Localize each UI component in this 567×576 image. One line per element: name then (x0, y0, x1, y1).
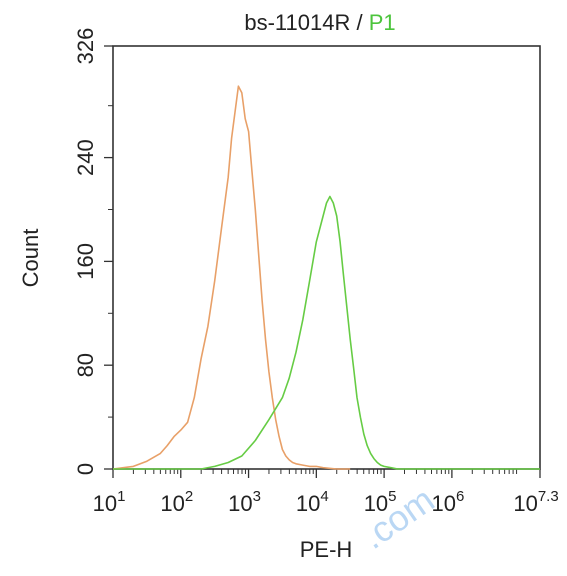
x-tick-label-base: 10 (93, 491, 117, 516)
y-tick-label: 240 (73, 139, 98, 176)
x-tick-label-base: 10 (364, 491, 388, 516)
y-tick-label: 326 (73, 28, 98, 65)
x-tick-label-base: 10 (160, 491, 184, 516)
y-tick-label: 0 (73, 463, 98, 475)
x-tick-label: 102 (160, 488, 193, 516)
x-tick-label-exponent: 6 (456, 488, 464, 505)
x-tick-label: 105 (364, 488, 397, 516)
x-tick-label-base: 10 (513, 491, 537, 516)
x-tick-label-base: 10 (431, 491, 455, 516)
x-tick-label: 106 (431, 488, 464, 516)
x-tick-label: 107.3 (513, 488, 558, 516)
x-axis-label: PE-H (300, 537, 353, 562)
series-line-2 (113, 195, 540, 470)
x-tick-label-exponent: 4 (320, 488, 328, 505)
x-tick-label-exponent: 3 (253, 488, 261, 505)
chart-title: bs-11014R / P1 (244, 10, 395, 35)
y-tick-label: 160 (73, 243, 98, 280)
x-tick-label-exponent: 7.3 (538, 488, 559, 505)
x-tick-label: 104 (296, 488, 329, 516)
y-tick-label: 80 (73, 353, 98, 377)
x-tick-label-exponent: 2 (185, 488, 193, 505)
x-tick-label-exponent: 1 (117, 488, 125, 505)
plot-frame (112, 45, 541, 470)
y-axis: 0 80 160 240 326 (73, 28, 113, 475)
x-tick-label: 101 (93, 488, 126, 516)
x-axis: 101 102 103 104 105 106 107.3 (93, 469, 559, 516)
y-axis-label: Count (18, 229, 43, 288)
x-tick-label-exponent: 5 (388, 488, 396, 505)
chart-title-antibody: bs-11014R (244, 10, 350, 35)
chart-title-separator: / (350, 10, 368, 35)
chart-title-gate: P1 (369, 10, 396, 35)
x-tick-label-base: 10 (228, 491, 252, 516)
x-tick-label-base: 10 (296, 491, 320, 516)
series-line-1 (112, 85, 351, 470)
series-layer (112, 85, 540, 470)
x-tick-label: 103 (228, 488, 261, 516)
